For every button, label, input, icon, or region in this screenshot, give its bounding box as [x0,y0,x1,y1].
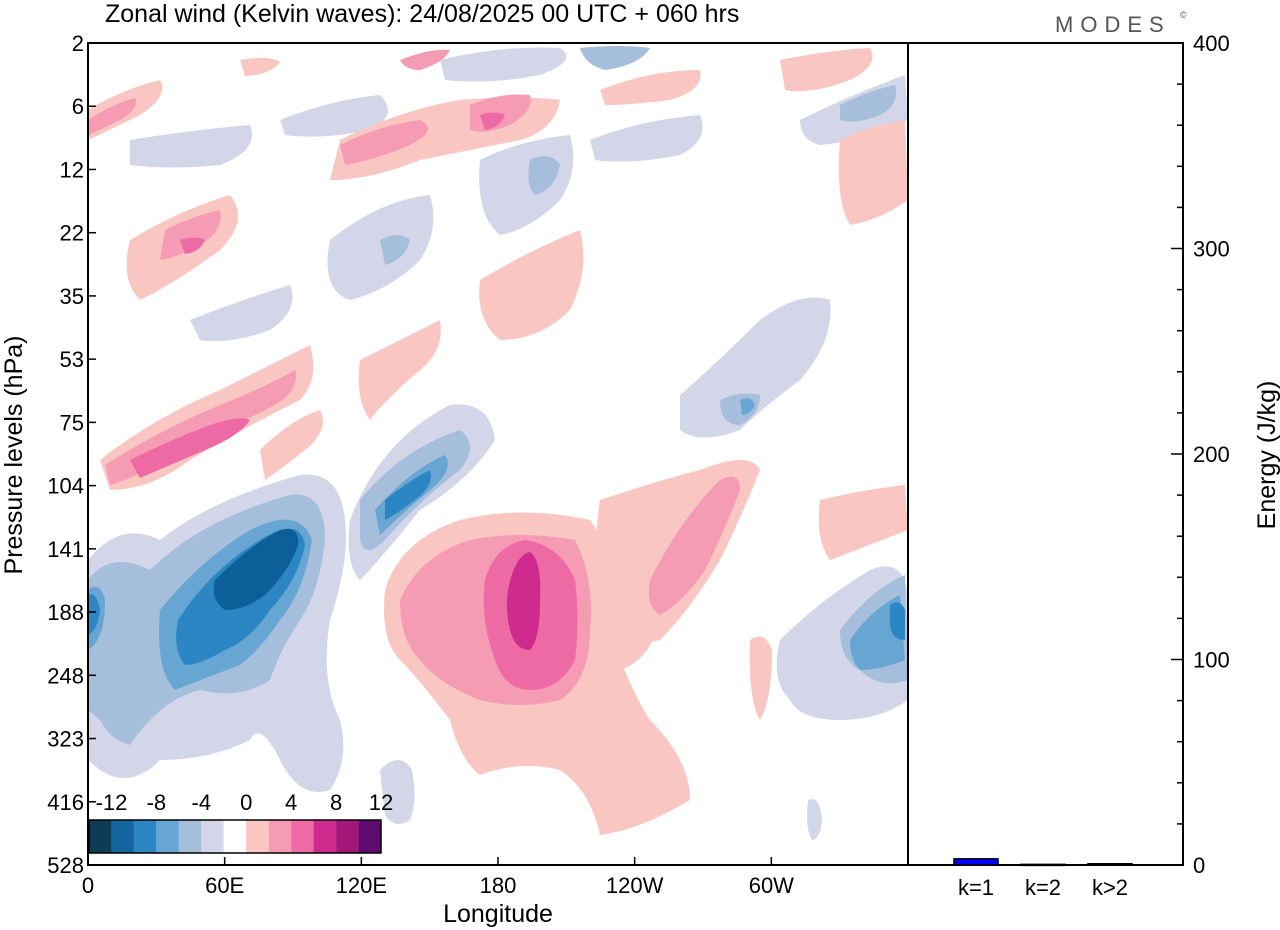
chart-title: Zonal wind (Kelvin waves): 24/08/2025 00… [105,0,739,28]
x-tick-label: 120E [336,873,387,898]
colorbar-label: 12 [369,790,393,815]
colorbar-swatch [89,820,112,853]
energy-bar-label: k=1 [958,875,994,900]
y-tick-label: 141 [47,537,84,562]
colorbar-label: 8 [330,790,342,815]
energy-tick-label: 400 [1193,31,1230,56]
x-tick-label: 120W [606,873,664,898]
energy-tick-label: 200 [1193,442,1230,467]
heatmap-field [88,46,908,840]
colorbar-swatch [133,820,157,853]
colorbar-swatch [313,820,337,853]
colorbar-label: -4 [192,790,212,815]
y-tick-label: 35 [60,284,84,309]
energy-tick-label: 100 [1193,648,1230,673]
energy-bar-k=1 [953,858,999,866]
energy-frame [907,42,1184,866]
colorbar-swatch [246,820,269,853]
y-tick-label: 323 [47,727,84,752]
y-tick-label: 53 [60,347,84,372]
colorbar-swatch [111,820,134,853]
energy-tick-label: 0 [1193,853,1205,878]
y-tick-label: 248 [47,663,84,688]
colorbar: -12 -8 -4 0 4 8 12 [88,790,393,854]
x-axis-label: Longitude [443,900,553,928]
x-tick-label: 180 [480,873,517,898]
colorbar-swatch [291,820,314,853]
energy-bar-k>2 [1087,863,1133,866]
y-tick-label: 75 [60,410,84,435]
y-tick-label: 104 [47,474,84,499]
colorbar-label: 4 [285,790,297,815]
y-tick-label: 188 [47,600,84,625]
y-tick-label: 416 [47,790,84,815]
y-tick-label: 528 [47,853,84,878]
y-axis-energy: 0 100 200 300 400 [1171,31,1230,878]
colorbar-swatch [178,820,202,853]
colorbar-label: 0 [240,790,252,815]
colorbar-swatch [358,820,381,853]
colorbar-swatch [223,820,247,853]
brand-logo: MODES [1055,12,1171,37]
x-tick-label: 0 [82,873,94,898]
colorbar-swatch [201,820,224,853]
colorbar-label: -12 [96,790,128,815]
energy-bar-label: k=2 [1025,875,1061,900]
colorbar-swatch [268,820,292,853]
colorbar-swatch [156,820,179,853]
x-axis-longitude: 0 60E 120E 180 120W 60W [82,857,794,898]
energy-axis-label: Energy (J/kg) [1253,381,1280,530]
y-axis-pressure: 2 6 12 22 35 53 75 104 141 188 248 323 416 528 [47,31,96,878]
x-tick-label: 60W [749,873,794,898]
energy-bars: k=1 k=2 k>2 [953,858,1133,900]
colorbar-label: -8 [147,790,167,815]
colorbar-swatch [336,820,359,853]
y-tick-label: 22 [60,221,84,246]
brand-mark: © [1180,10,1187,20]
y-tick-label: 12 [60,157,84,182]
y-axis-label: Pressure levels (hPa) [0,336,28,575]
y-tick-label: 6 [72,94,84,119]
energy-tick-label: 300 [1193,237,1230,262]
y-tick-label: 2 [72,31,84,56]
x-tick-label: 60E [205,873,244,898]
colorbar-frame [88,819,382,854]
energy-bar-label: k>2 [1092,875,1128,900]
energy-bar-k=2 [1020,863,1066,867]
